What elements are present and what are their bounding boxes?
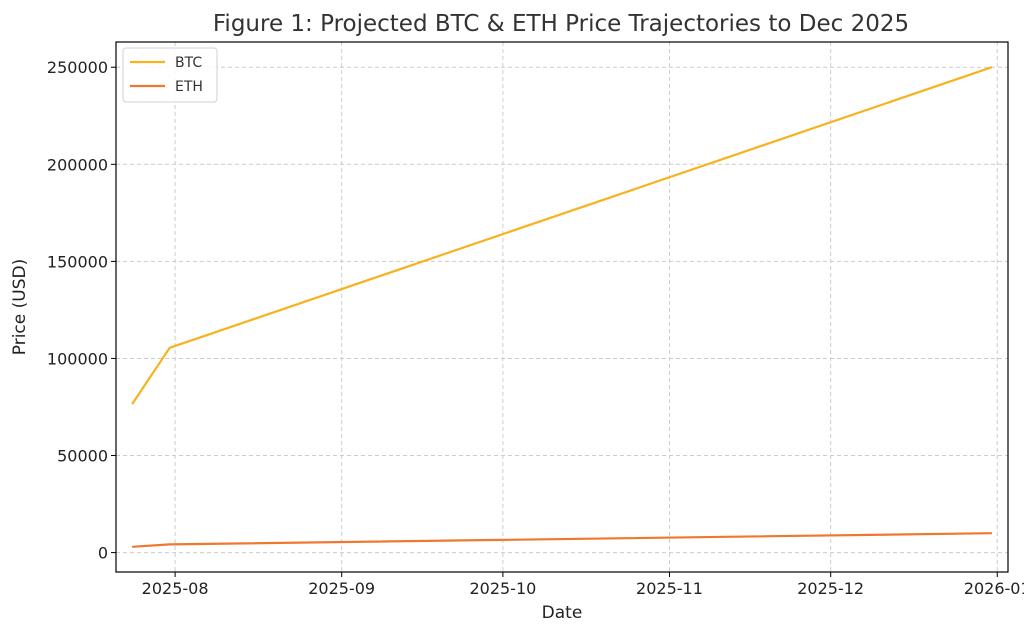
series-line-eth — [132, 532, 992, 548]
x-tick-label: 2025-12 — [797, 579, 864, 598]
y-axis: 0 50000 100000 150000 200000 250000 — [47, 58, 116, 563]
x-axis-label: Date — [542, 603, 583, 623]
legend-label-btc: BTC — [175, 55, 202, 71]
y-tick-label: 100000 — [47, 349, 108, 368]
series-line-btc — [131, 66, 993, 405]
grid — [116, 42, 1008, 572]
x-tick-label: 2025-10 — [469, 579, 536, 598]
x-tick-label: 2025-08 — [142, 579, 209, 598]
series-lines — [131, 66, 993, 548]
legend: BTC ETH — [122, 47, 218, 103]
y-tick-label: 150000 — [47, 252, 108, 271]
chart-title: Figure 1: Projected BTC & ETH Price Traj… — [213, 11, 909, 37]
y-tick-label: 0 — [98, 544, 108, 563]
x-axis: 2025-08 2025-09 2025-10 2025-11 2025-12 2026-… — [142, 572, 1024, 598]
x-tick-label: 2026-01 — [964, 579, 1024, 598]
plot-frame — [115, 41, 1009, 573]
y-tick-label: 200000 — [47, 155, 108, 174]
y-tick-label: 250000 — [47, 58, 108, 77]
legend-label-eth: ETH — [175, 79, 203, 95]
y-axis-label: Price (USD) — [10, 259, 30, 355]
x-tick-label: 2025-09 — [308, 579, 375, 598]
y-tick-label: 50000 — [57, 447, 108, 466]
x-tick-label: 2025-11 — [636, 579, 703, 598]
